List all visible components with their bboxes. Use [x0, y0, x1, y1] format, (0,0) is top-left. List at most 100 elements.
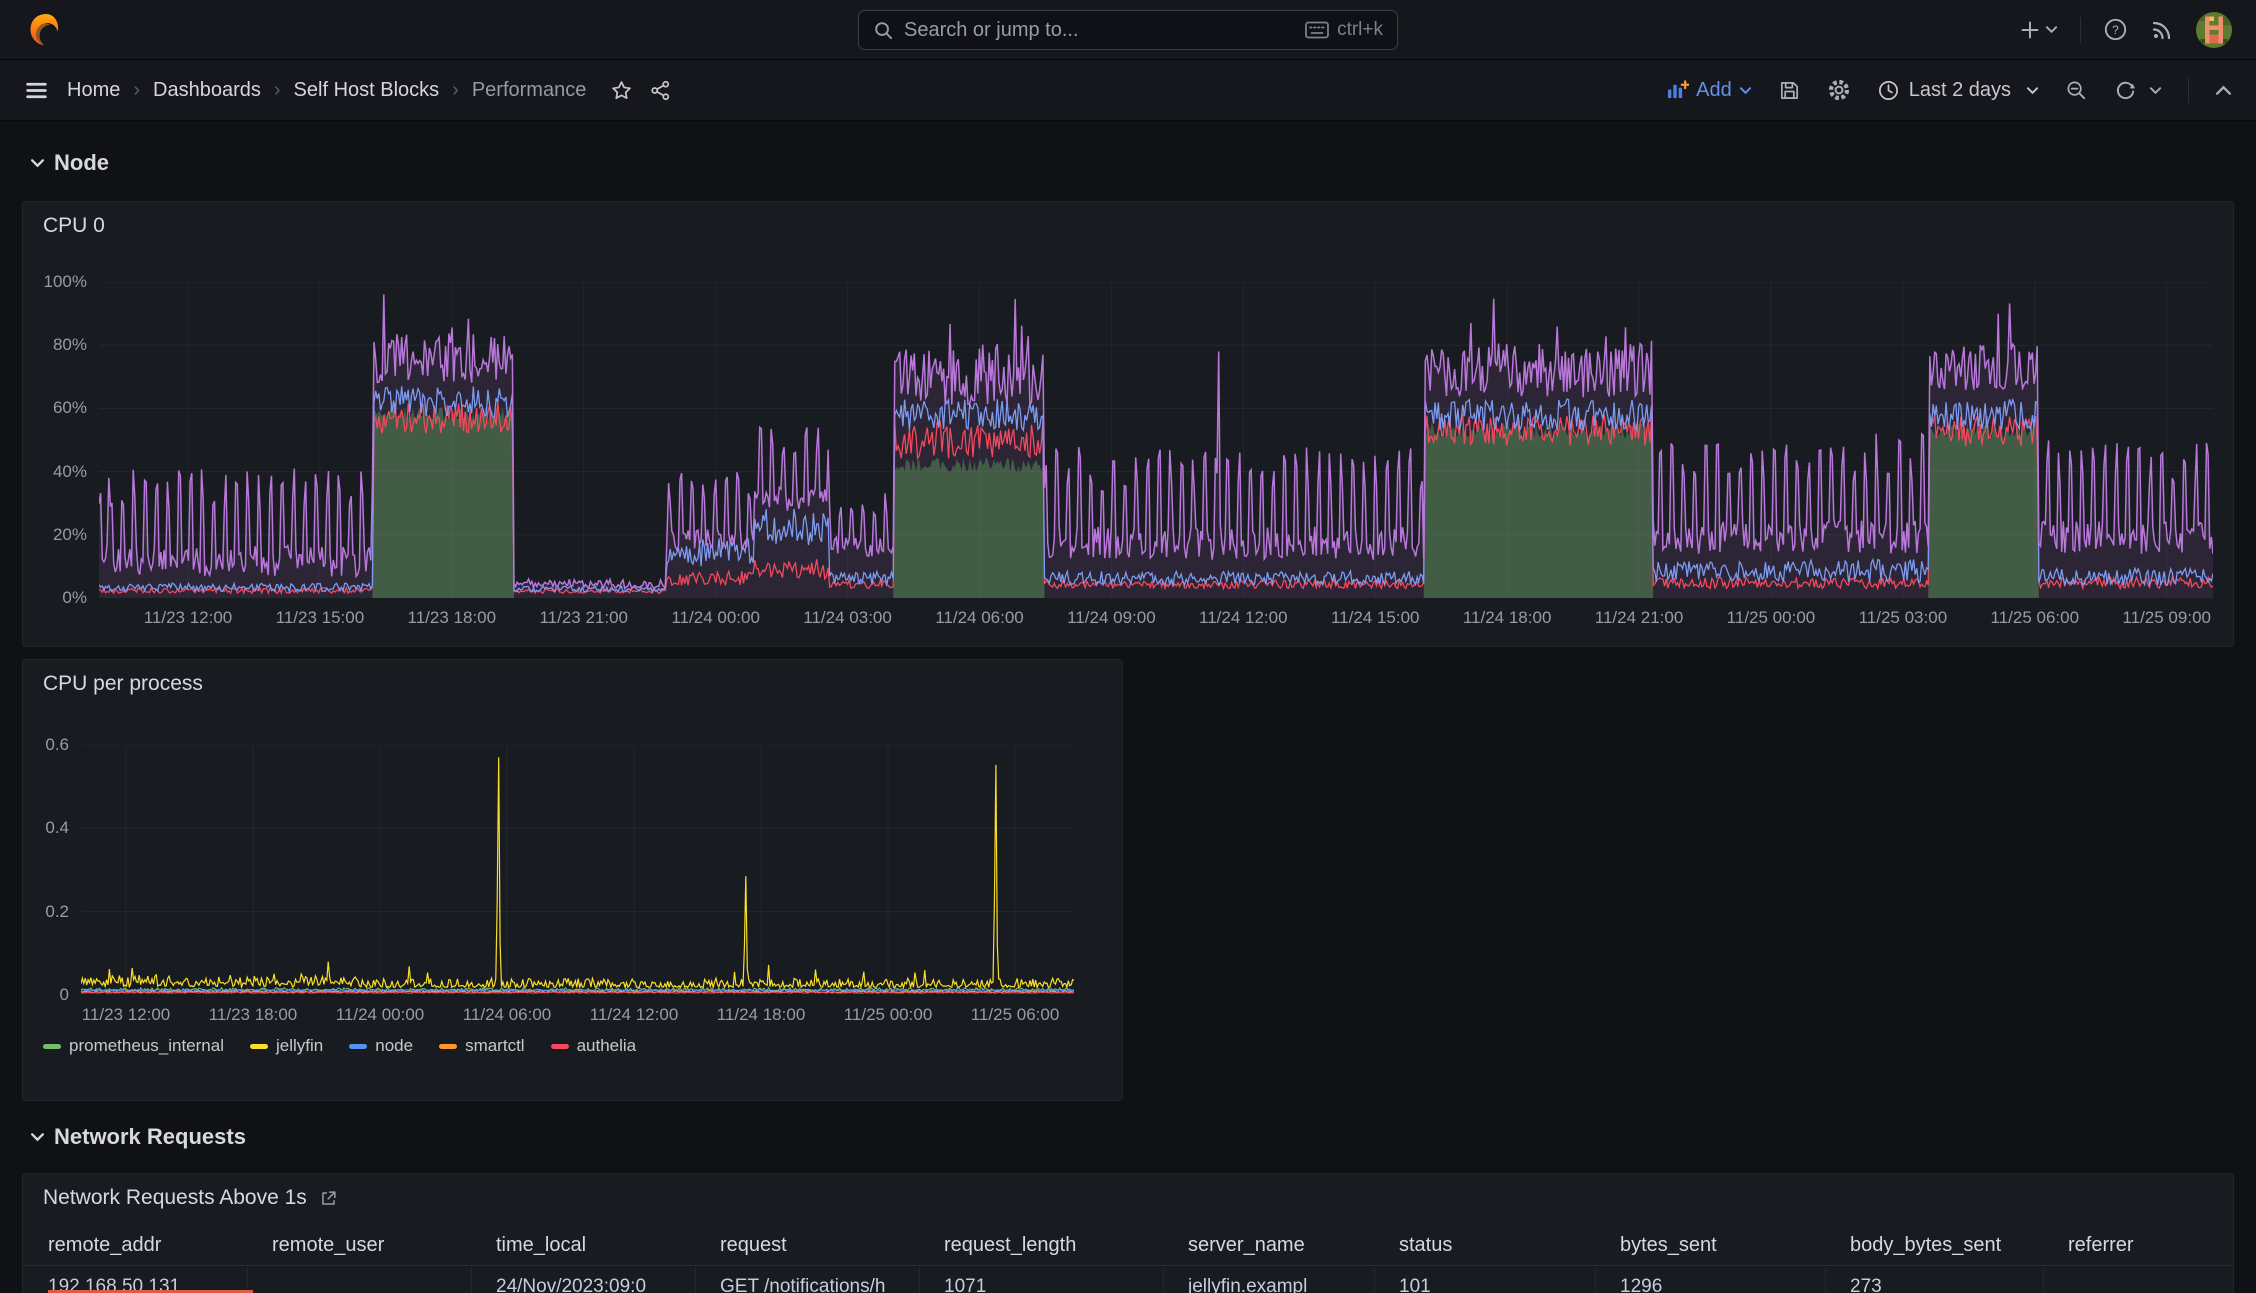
- legend-label: prometheus_internal: [69, 1036, 224, 1055]
- panel-cpu-per-process-title[interactable]: CPU per process: [43, 672, 203, 695]
- breadcrumb-current: Performance: [471, 78, 587, 101]
- favorite-button[interactable]: [610, 79, 633, 102]
- top-nav-bar: Search or jump to... ctrl+k ?: [0, 0, 2256, 60]
- x-axis-tick-label: 11/24 03:00: [803, 608, 892, 627]
- chevron-down-icon: [2045, 26, 2058, 34]
- x-axis-tick-label: 11/23 12:00: [143, 608, 233, 627]
- legend-item-prometheus_internal[interactable]: prometheus_internal: [43, 1036, 224, 1056]
- cpu0-series-purple: [99, 294, 2213, 591]
- search-icon: [875, 21, 893, 39]
- x-axis-tick-label: 11/24 12:00: [589, 1005, 679, 1024]
- x-axis-tick-label: 11/24 15:00: [1330, 608, 1420, 627]
- cpu-per-process-chart[interactable]: [81, 745, 1074, 995]
- y-axis-tick-label: 60%: [52, 398, 87, 418]
- table-cell-server_name: jellyfin.exampl: [1164, 1267, 1375, 1293]
- breadcrumb-home[interactable]: Home: [67, 78, 121, 101]
- table-column-header-bytes_sent[interactable]: bytes_sent: [1620, 1234, 1717, 1256]
- table-column-header-server_name[interactable]: server_name: [1188, 1234, 1305, 1256]
- avatar-pixel-art: [2196, 11, 2232, 48]
- legend-label: jellyfin: [275, 1036, 324, 1055]
- refresh-button[interactable]: [2114, 79, 2162, 102]
- cpupp-series-jellyfin: [81, 757, 1074, 990]
- legend-item-jellyfin[interactable]: jellyfin: [249, 1036, 324, 1056]
- external-link-icon[interactable]: [319, 1189, 338, 1208]
- dashboard-settings-button[interactable]: [1827, 78, 1851, 102]
- x-axis-tick-label: 11/24 21:00: [1594, 608, 1684, 627]
- breadcrumb-folder[interactable]: Self Host Blocks: [293, 78, 440, 101]
- chevron-down-icon: [2026, 86, 2039, 94]
- legend-color-pill: [550, 1043, 569, 1049]
- x-axis-tick-label: 11/24 00:00: [335, 1005, 425, 1024]
- clipped-row-accent: [48, 1290, 253, 1293]
- rss-icon: [2152, 21, 2171, 39]
- legend-item-authelia[interactable]: authelia: [550, 1036, 637, 1056]
- x-axis-tick-label: 11/25 03:00: [1858, 608, 1948, 627]
- breadcrumb-separator: ›: [452, 78, 459, 101]
- time-range-picker[interactable]: Last 2 days: [1877, 79, 2039, 102]
- panel-table-title[interactable]: Network Requests Above 1s: [43, 1186, 338, 1210]
- help-button[interactable]: ?: [2103, 17, 2128, 42]
- y-axis-tick-label: 40%: [52, 461, 87, 481]
- clock-icon: [1878, 80, 1898, 100]
- news-button[interactable]: [2150, 18, 2174, 42]
- cpupp-series-node: [81, 988, 1074, 993]
- x-axis-tick-label: 11/24 09:00: [1067, 608, 1156, 627]
- chevron-down-icon: [30, 1133, 45, 1142]
- y-axis-tick-label: 0.4: [45, 818, 69, 838]
- legend-label: authelia: [576, 1036, 637, 1055]
- plus-icon: [2021, 21, 2039, 38]
- table-cell-remote_user: [248, 1267, 472, 1293]
- search-input[interactable]: Search or jump to... ctrl+k: [858, 10, 1398, 50]
- share-icon: [651, 80, 670, 100]
- grafana-logo-icon[interactable]: [24, 10, 64, 50]
- panel-cpu-per-process: CPU per process prometheus_internal jelly…: [22, 659, 1123, 1101]
- table-cell-time_local: 24/Nov/2023:09:0: [472, 1267, 696, 1293]
- legend-item-node[interactable]: node: [349, 1036, 413, 1056]
- table-row[interactable]: 192.168.50.131 24/Nov/2023:09:0 GET /notif…: [24, 1267, 2232, 1293]
- table-column-header-remote_addr[interactable]: remote_addr: [48, 1234, 162, 1256]
- table-cell-body_bytes_sent: 273: [1826, 1267, 2044, 1293]
- legend-color-pill: [43, 1043, 61, 1049]
- mega-menu-button[interactable]: [24, 78, 49, 103]
- user-avatar[interactable]: [2196, 11, 2232, 48]
- save-dashboard-button[interactable]: [1778, 79, 1801, 102]
- table-column-header-time_local[interactable]: time_local: [496, 1234, 587, 1256]
- add-panel-button[interactable]: Add: [1666, 79, 1752, 102]
- collapse-toolbar-button[interactable]: [2215, 85, 2232, 96]
- table-cell-referrer: [2044, 1267, 2232, 1293]
- x-axis-tick-label: 11/25 00:00: [843, 1005, 933, 1024]
- x-axis-tick-label: 11/25 06:00: [970, 1005, 1060, 1024]
- x-axis-tick-label: 11/23 12:00: [81, 1005, 171, 1024]
- chevron-up-icon: [2215, 85, 2232, 95]
- table-column-header-status[interactable]: status: [1399, 1234, 1453, 1256]
- breadcrumb-separator: ›: [273, 78, 281, 101]
- share-button[interactable]: [649, 79, 672, 102]
- legend-item-smartctl[interactable]: smartctl: [439, 1036, 525, 1056]
- y-axis-tick-label: 100%: [43, 272, 87, 291]
- panel-cpu0-title[interactable]: CPU 0: [43, 214, 105, 237]
- x-axis-tick-label: 11/24 00:00: [671, 608, 760, 627]
- breadcrumb-dashboards[interactable]: Dashboards: [153, 78, 261, 101]
- x-axis-tick-label: 11/25 09:00: [2122, 608, 2211, 627]
- cpu0-series-red: [99, 402, 2213, 596]
- dashboard-toolbar: Home › Dashboards › Self Host Blocks › P…: [0, 60, 2256, 121]
- cpu0-series-green-area: [99, 406, 2213, 598]
- panel-cpu0: CPU 0 0% 20% 40% 60% 80% 100% 11/23 12:00 11/23…: [22, 201, 2234, 647]
- breadcrumb: Home › Dashboards › Self Host Blocks › P…: [67, 79, 586, 102]
- table-column-header-remote_user[interactable]: remote_user: [272, 1234, 385, 1256]
- table-column-header-body_bytes_sent[interactable]: body_bytes_sent: [1850, 1234, 2002, 1256]
- table-column-header-referrer[interactable]: referrer: [2068, 1234, 2134, 1256]
- table-cell-bytes_sent: 1296: [1596, 1267, 1826, 1293]
- cpu0-chart[interactable]: [99, 282, 2213, 598]
- save-icon: [1780, 81, 1798, 99]
- new-button[interactable]: [2019, 19, 2058, 41]
- section-network-requests[interactable]: Network Requests: [30, 1124, 246, 1150]
- table-column-header-request_length[interactable]: request_length: [944, 1234, 1077, 1256]
- x-axis-tick-label: 11/24 12:00: [1199, 608, 1288, 627]
- table-column-header-request[interactable]: request: [720, 1234, 787, 1256]
- cpupp-series-smartctl: [81, 990, 1074, 994]
- chevron-down-icon: [1739, 86, 1751, 94]
- legend-label: node: [375, 1036, 414, 1055]
- section-node[interactable]: Node: [30, 150, 109, 176]
- zoom-out-button[interactable]: [2065, 79, 2088, 102]
